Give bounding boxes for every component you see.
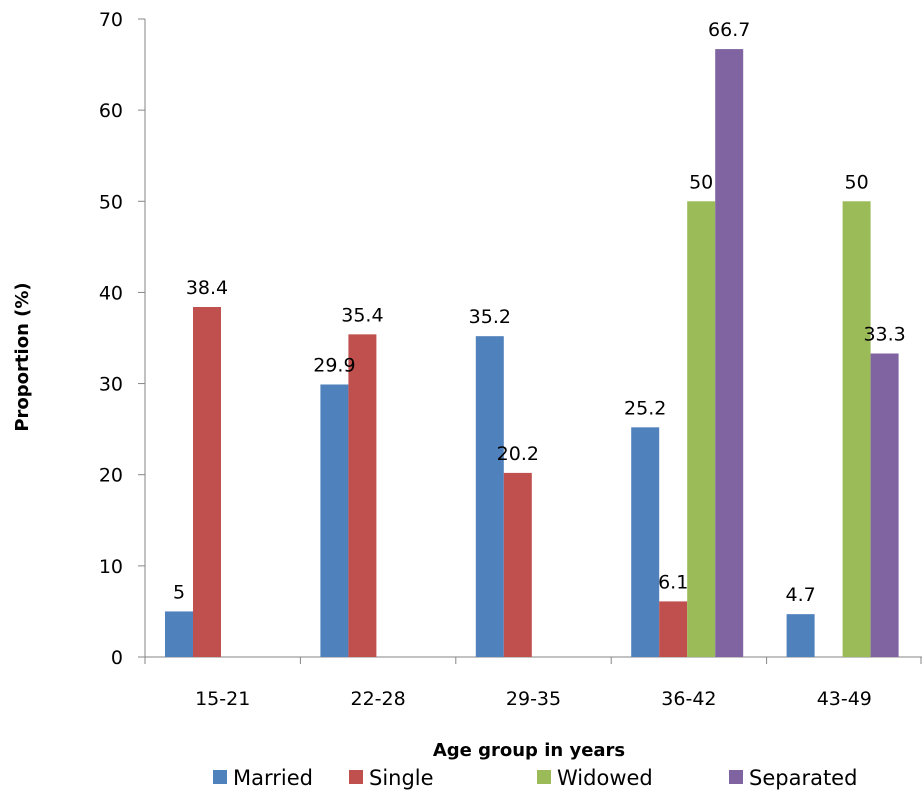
y-tick-label: 0 xyxy=(111,647,123,669)
x-axis: 15-21 22-28 29-35 36-42 43-49 xyxy=(144,656,922,710)
legend-label: Single xyxy=(369,766,434,790)
legend: Married Single Widowed Separated xyxy=(213,766,857,790)
data-label: 25.2 xyxy=(624,397,666,419)
data-label: 35.2 xyxy=(469,306,511,328)
data-label: 35.4 xyxy=(341,304,383,326)
bar-single-15-21 xyxy=(193,307,221,657)
y-axis-title: Proportion (%) xyxy=(12,282,33,431)
bars xyxy=(165,49,899,658)
x-tick-label: 36-42 xyxy=(661,688,716,710)
data-label: 5 xyxy=(173,581,185,603)
data-label: 50 xyxy=(689,171,713,193)
x-tick-label: 43-49 xyxy=(817,688,872,710)
y-tick-label: 70 xyxy=(99,9,123,31)
data-labels: 5 38.4 29.9 35.4 35.2 20.2 25.2 6.1 50 66.7 4.7 50 3… xyxy=(173,19,906,606)
x-tick-label: 22-28 xyxy=(350,688,405,710)
legend-label: Married xyxy=(233,766,313,790)
y-tick-label: 40 xyxy=(99,282,123,304)
data-label: 6.1 xyxy=(658,571,688,593)
x-tick-label: 29-35 xyxy=(506,688,561,710)
data-label: 4.7 xyxy=(785,584,815,606)
bar-married-43-49 xyxy=(786,614,815,657)
legend-swatch-single xyxy=(349,770,363,784)
data-label: 29.9 xyxy=(313,354,355,376)
data-label: 33.3 xyxy=(863,323,905,345)
data-label: 50 xyxy=(845,171,869,193)
legend-swatch-separated xyxy=(729,770,743,784)
y-tick-label: 30 xyxy=(99,374,123,396)
bar-married-15-21 xyxy=(165,611,193,657)
bar-married-36-42 xyxy=(631,427,660,657)
data-label: 66.7 xyxy=(708,19,750,41)
x-tick-label: 15-21 xyxy=(195,688,250,710)
bar-married-29-35 xyxy=(475,336,504,657)
legend-swatch-married xyxy=(213,770,227,784)
y-tick-label: 60 xyxy=(99,100,123,122)
y-tick-label: 50 xyxy=(99,191,123,213)
y-tick-label: 20 xyxy=(99,465,123,487)
legend-swatch-widowed xyxy=(537,770,551,784)
bar-single-36-42 xyxy=(659,601,688,657)
bar-widowed-43-49 xyxy=(842,201,871,658)
bar-single-29-35 xyxy=(503,472,532,657)
bar-separated-43-49 xyxy=(870,353,899,657)
bar-separated-36-42 xyxy=(715,49,744,657)
legend-label: Widowed xyxy=(557,766,653,790)
x-axis-title: Age group in years xyxy=(433,740,625,761)
data-label: 38.4 xyxy=(186,277,228,299)
y-tick-label: 10 xyxy=(99,556,123,578)
data-label: 20.2 xyxy=(497,443,539,465)
bar-widowed-36-42 xyxy=(687,201,716,658)
bar-single-22-28 xyxy=(348,334,377,657)
y-axis: 0 10 20 30 40 50 60 70 xyxy=(99,9,146,669)
bar-married-22-28 xyxy=(320,384,349,657)
legend-label: Separated xyxy=(749,766,857,790)
